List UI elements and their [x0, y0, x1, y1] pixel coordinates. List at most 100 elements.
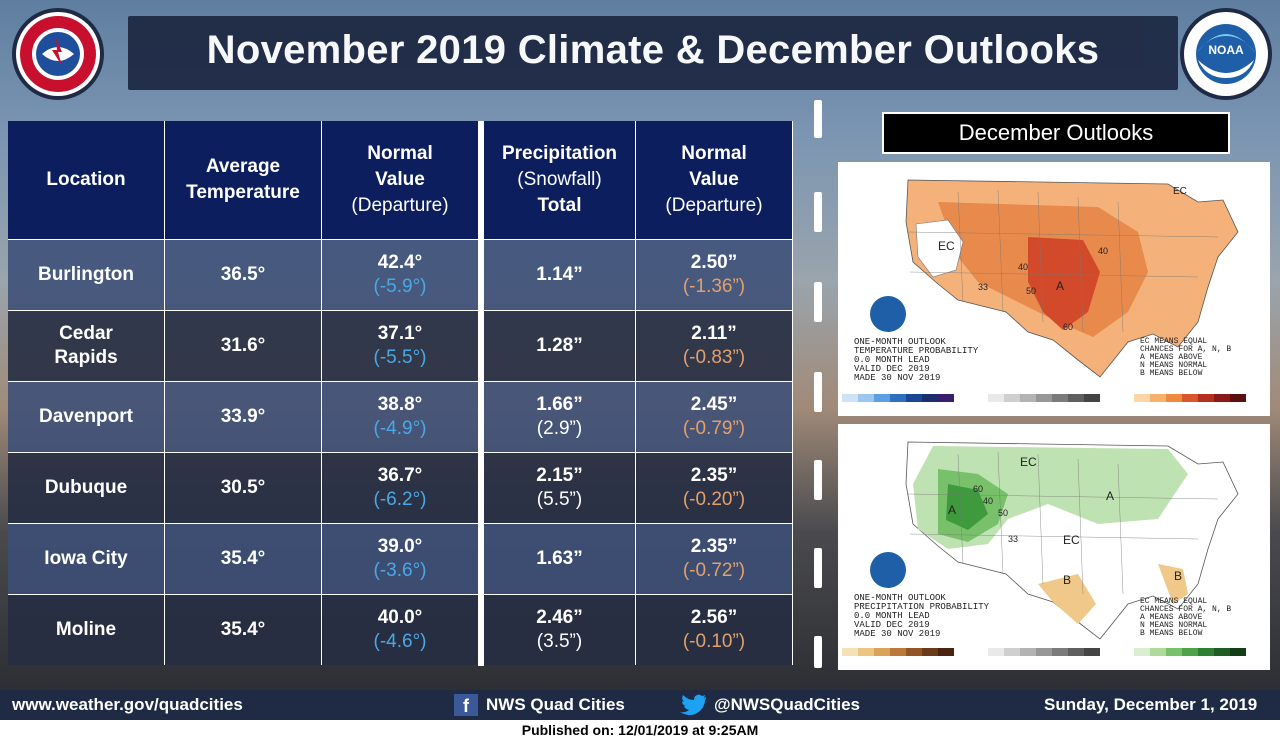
map-label: EC	[1020, 455, 1037, 469]
normal-temp-value: 37.1°	[377, 323, 423, 344]
normal-precip-cell: 2.56” (-0.10”)	[636, 595, 793, 665]
snowfall-value: (3.5”)	[536, 631, 583, 652]
map-label: 60	[1063, 322, 1073, 332]
normal-temp-value: 40.0°	[377, 607, 423, 628]
map-label: 50	[998, 508, 1008, 518]
map-label: 50	[1026, 286, 1036, 296]
avg-temp-cell: 33.9°	[165, 382, 322, 452]
map-label: 40	[1098, 246, 1108, 256]
precipitation-legend	[842, 648, 1246, 656]
header-precip-l3: Total	[537, 195, 582, 216]
map-label: A	[1106, 489, 1114, 503]
precip-cell: 2.46” (3.5”)	[484, 595, 636, 665]
map-label: B	[1063, 573, 1071, 587]
footer-date: Sunday, December 1, 2019	[1044, 695, 1258, 714]
divider-dash	[814, 372, 822, 412]
table-row: Moline 35.4° 40.0° (-4.6°) 2.46” (3.5”) …	[8, 594, 793, 665]
temperature-map-graphic: EC EC A 40 50 60 33 40	[842, 179, 1246, 402]
precip-departure: (-0.20”)	[682, 489, 746, 510]
legend-note-line: N MEANS NORMAL	[1140, 621, 1208, 630]
precip-departure: (-0.79”)	[682, 418, 746, 439]
caption-line: ONE-MONTH OUTLOOK	[854, 337, 946, 347]
map-label: 33	[1008, 534, 1018, 544]
header-normal-precip-l3: (Departure)	[665, 195, 763, 216]
facebook-icon[interactable]: f	[454, 694, 478, 716]
temp-departure: (-6.2°)	[373, 489, 427, 510]
header-normal-temp-l3: (Departure)	[351, 195, 449, 216]
table-row: Davenport 33.9° 38.8° (-4.9°) 1.66” (2.9…	[8, 381, 793, 452]
page-title: November 2019 Climate & December Outlook…	[206, 28, 1100, 72]
twitter-icon[interactable]	[680, 694, 708, 716]
divider-dash	[814, 460, 822, 500]
precip-cell: 1.66” (2.9”)	[484, 382, 636, 452]
caption-line: MADE 30 NOV 2019	[854, 373, 941, 383]
header-normal-temp-l1: Normal	[367, 143, 433, 164]
legend-note-line: A MEANS ABOVE	[1140, 613, 1203, 622]
precipitation-map-caption: ONE-MONTH OUTLOOK PRECIPITATION PROBABIL…	[854, 594, 989, 639]
normal-precip-value: 2.35”	[690, 536, 738, 557]
svg-text:NOAA: NOAA	[1208, 43, 1244, 57]
table-header-row: Location Average Temperature Normal Valu…	[8, 121, 793, 239]
table-row: Dubuque 30.5° 36.7° (-6.2°) 2.15” (5.5”)…	[8, 452, 793, 523]
header-normal-precip-l1: Normal	[681, 143, 747, 164]
divider-dash	[814, 100, 822, 138]
caption-line: TEMPERATURE PROBABILITY	[854, 346, 979, 356]
table-row: Cedar Rapids 31.6° 37.1° (-5.5°) 1.28” 2…	[8, 310, 793, 381]
normal-precip-cell: 2.35” (-0.72”)	[636, 524, 793, 594]
precip-departure: (-0.72”)	[682, 560, 746, 581]
legend-note-line: A MEANS ABOVE	[1140, 353, 1203, 362]
divider-dash	[814, 548, 822, 588]
header-normal-temp: Normal Value (Departure)	[322, 121, 479, 239]
avg-temp-cell: 30.5°	[165, 453, 322, 523]
twitter-link[interactable]: @NWSQuadCities	[714, 695, 860, 714]
location-cell: Moline	[8, 595, 165, 665]
avg-temp-cell: 31.6°	[165, 311, 322, 381]
caption-line: VALID DEC 2019	[854, 364, 930, 374]
caption-line: 0.0 MONTH LEAD	[854, 611, 930, 621]
location-text: Cedar Rapids	[54, 323, 118, 368]
normal-precip-value: 2.45”	[690, 394, 738, 415]
divider-dash	[814, 192, 822, 232]
location-cell: Iowa City	[8, 524, 165, 594]
normal-temp-cell: 37.1° (-5.5°)	[322, 311, 479, 381]
header-normal-precip-l2: Value	[689, 169, 739, 190]
nws-logo	[12, 8, 104, 100]
normal-precip-value: 2.35”	[690, 465, 738, 486]
location-cell: Dubuque	[8, 453, 165, 523]
normal-precip-value: 2.56”	[690, 607, 738, 628]
avg-temp-cell: 35.4°	[165, 595, 322, 665]
precip-value: 1.63”	[536, 548, 583, 569]
temperature-outlook-map: EC EC A 40 50 60 33 40 ONE-MONTH OUTLOOK…	[838, 162, 1270, 416]
noaa-map-logo	[870, 552, 906, 588]
normal-precip-cell: 2.35” (-0.20”)	[636, 453, 793, 523]
header-location: Location	[8, 121, 165, 239]
caption-line: 0.0 MONTH LEAD	[854, 355, 930, 365]
precip-cell: 1.63”	[484, 524, 636, 594]
precip-cell: 1.14”	[484, 240, 636, 310]
snowfall-value: (5.5”)	[536, 489, 583, 510]
published-timestamp: Published on: 12/01/2019 at 9:25AM	[0, 720, 1280, 740]
normal-temp-value: 36.7°	[377, 465, 423, 486]
precip-departure: (-1.36”)	[682, 276, 746, 297]
noaa-map-logo	[870, 296, 906, 332]
map-label: EC	[1173, 186, 1187, 197]
header-normal-precip: Normal Value (Departure)	[636, 121, 793, 239]
temp-departure: (-4.9°)	[373, 418, 427, 439]
normal-precip-value: 2.11”	[691, 323, 737, 344]
precip-value: 1.14”	[536, 264, 583, 285]
caption-line: PRECIPITATION PROBABILITY	[854, 602, 990, 612]
precip-value: 2.15”	[536, 465, 583, 486]
legend-note-line: B MEANS BELOW	[1140, 629, 1203, 638]
website-link[interactable]: www.weather.gov/quadcities	[12, 695, 243, 714]
precip-value: 1.28”	[536, 335, 583, 356]
map-label: EC	[938, 239, 955, 253]
temp-departure: (-4.6°)	[373, 631, 427, 652]
normal-precip-cell: 2.50” (-1.36”)	[636, 240, 793, 310]
precip-cell: 1.28”	[484, 311, 636, 381]
facebook-link[interactable]: NWS Quad Cities	[486, 695, 625, 714]
snowfall-value: (2.9”)	[536, 418, 583, 439]
precip-value: 1.66”	[536, 394, 583, 415]
map-label: A	[1056, 279, 1064, 293]
normal-temp-cell: 39.0° (-3.6°)	[322, 524, 479, 594]
temp-departure: (-3.6°)	[373, 560, 427, 581]
